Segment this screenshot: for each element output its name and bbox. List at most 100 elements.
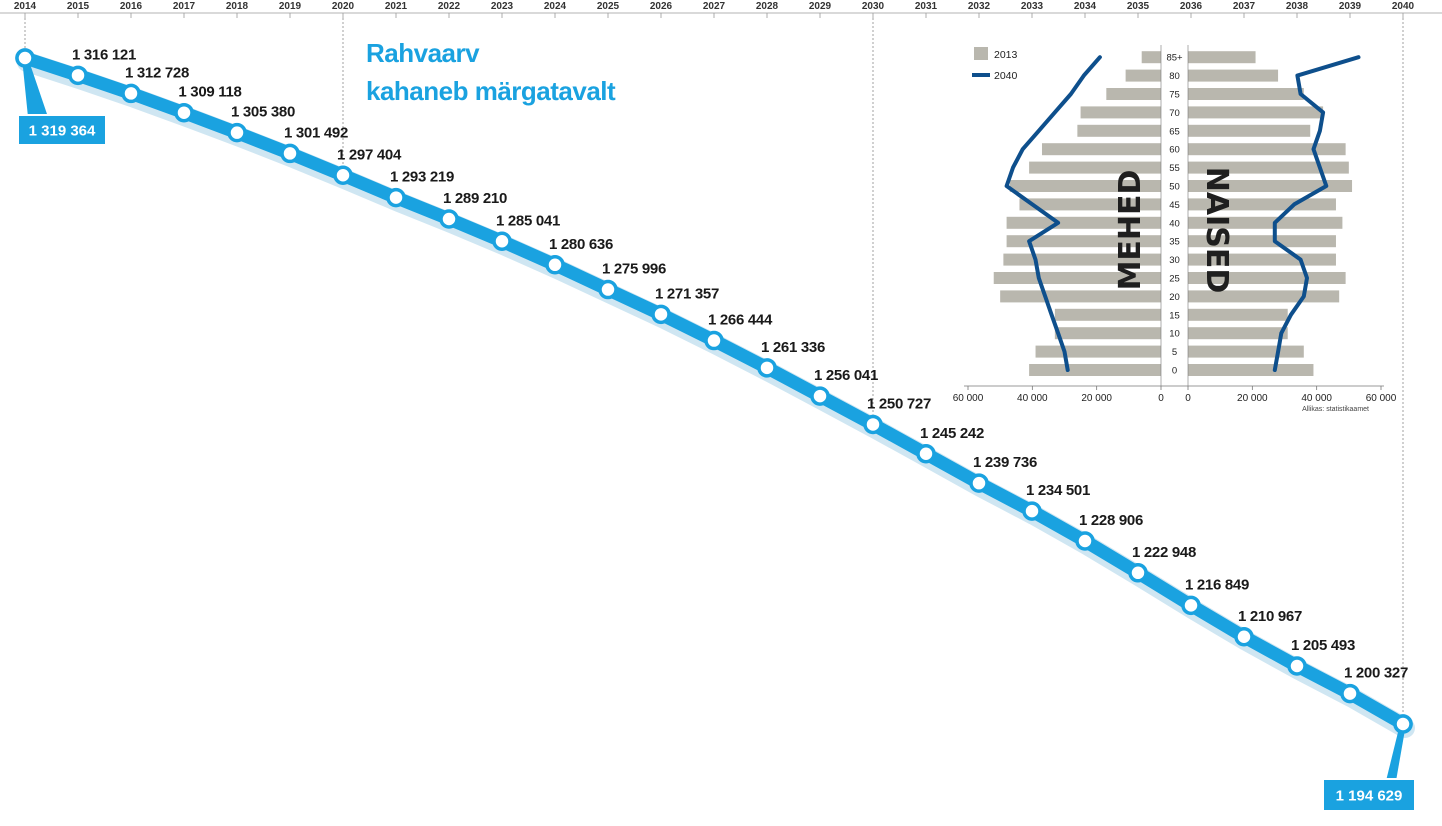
data-point-end bbox=[1393, 714, 1413, 734]
year-label: 2017 bbox=[173, 1, 196, 12]
value-label: 1 216 849 bbox=[1185, 576, 1249, 593]
data-point bbox=[227, 122, 247, 143]
pyramid-bars bbox=[993, 51, 1353, 376]
callout-boxes: 1 319 364 1 194 629 bbox=[15, 48, 1416, 812]
value-label: 1 285 041 bbox=[496, 212, 560, 229]
bar-2013-naised bbox=[1188, 327, 1288, 340]
age-label: 45 bbox=[1169, 200, 1180, 211]
pyramid-x-ticks: 60 000 40 000 20 000 0 0 20 000 40 000 60 000 bbox=[953, 45, 1397, 404]
year-label: 2031 bbox=[915, 1, 938, 12]
data-point bbox=[916, 444, 936, 464]
year-label: 2019 bbox=[279, 1, 302, 12]
value-label: 1 275 996 bbox=[602, 261, 666, 278]
data-point bbox=[1234, 627, 1254, 647]
year-label: 2038 bbox=[1286, 1, 1309, 12]
bar-2013-mehed bbox=[1106, 88, 1161, 100]
pyramid-2040-lines bbox=[1004, 55, 1361, 372]
data-point bbox=[598, 279, 618, 300]
age-label: 20 bbox=[1169, 292, 1180, 303]
data-point bbox=[386, 187, 406, 208]
bar-2013-naised bbox=[1188, 88, 1304, 100]
chart-title: Rahvaarv kahaneb märgatavalt bbox=[366, 38, 617, 106]
value-label: 1 312 728 bbox=[125, 64, 189, 81]
age-label: 80 bbox=[1169, 71, 1180, 82]
data-point bbox=[704, 330, 724, 351]
callout-value: 1 194 629 bbox=[1336, 788, 1403, 805]
data-point bbox=[1075, 531, 1095, 551]
value-label: 1 280 636 bbox=[549, 236, 613, 253]
data-point bbox=[1181, 595, 1201, 616]
bar-2013-mehed bbox=[1003, 253, 1161, 266]
age-label: 25 bbox=[1169, 274, 1180, 285]
data-point bbox=[280, 143, 300, 164]
value-label: 1 250 727 bbox=[867, 395, 931, 412]
label-mehed: MEHED bbox=[1113, 170, 1148, 291]
value-label: 1 305 380 bbox=[231, 104, 295, 121]
bar-2013-mehed bbox=[1029, 161, 1161, 174]
data-point bbox=[863, 414, 883, 435]
data-point bbox=[1128, 563, 1148, 583]
year-label: 2023 bbox=[491, 1, 514, 12]
value-label: 1 210 967 bbox=[1238, 608, 1302, 625]
age-label: 15 bbox=[1169, 310, 1180, 321]
bar-2013-mehed bbox=[1080, 106, 1161, 119]
value-label: 1 256 041 bbox=[814, 367, 878, 384]
pyramid-tick-label-right: 0 bbox=[1185, 393, 1191, 404]
year-label: 2030 bbox=[862, 1, 885, 12]
year-label: 2026 bbox=[650, 1, 673, 12]
population-pyramid: 2013 2040 0 5 10 15 20 25 30 35 40 45 50 55 60 65 70 75… bbox=[953, 45, 1397, 413]
year-label: 2014 bbox=[14, 1, 37, 12]
year-label: 2016 bbox=[120, 1, 143, 12]
value-label: 1 266 444 bbox=[708, 312, 773, 329]
age-label: 75 bbox=[1169, 90, 1180, 101]
legend-label-2013: 2013 bbox=[994, 49, 1018, 61]
year-label: 2039 bbox=[1339, 1, 1362, 12]
bar-2013-naised bbox=[1188, 124, 1311, 137]
year-label: 2027 bbox=[703, 1, 726, 12]
data-point bbox=[969, 473, 989, 493]
year-label: 2020 bbox=[332, 1, 355, 12]
value-label: 1 301 492 bbox=[284, 124, 348, 141]
age-label: 60 bbox=[1169, 145, 1180, 156]
bar-2013-naised bbox=[1188, 235, 1336, 248]
data-point bbox=[757, 358, 777, 378]
data-point bbox=[1022, 501, 1042, 521]
callout-pointer bbox=[1386, 724, 1406, 781]
data-point bbox=[810, 386, 830, 406]
label-naised: NAISED bbox=[1199, 167, 1234, 294]
value-label: 1 228 906 bbox=[1079, 512, 1143, 529]
year-label: 2029 bbox=[809, 1, 832, 12]
bar-2013-mehed bbox=[1041, 143, 1161, 156]
value-label: 1 289 210 bbox=[443, 190, 507, 207]
year-label: 2032 bbox=[968, 1, 991, 12]
pyramid-tick-label-right: 60 000 bbox=[1366, 393, 1397, 404]
year-label: 2028 bbox=[756, 1, 779, 12]
data-point bbox=[1340, 683, 1360, 704]
bar-2013-naised bbox=[1188, 216, 1343, 229]
bar-2013-mehed bbox=[1035, 345, 1161, 358]
pyramid-legend: 2013 2040 bbox=[972, 47, 1018, 82]
bar-2013-naised bbox=[1188, 143, 1346, 156]
callout-pointer bbox=[22, 58, 48, 117]
data-point bbox=[1287, 656, 1307, 676]
age-label: 40 bbox=[1169, 218, 1180, 229]
data-point bbox=[439, 209, 459, 229]
age-label: 85+ bbox=[1166, 53, 1183, 64]
year-label: 2025 bbox=[597, 1, 620, 12]
year-axis: 2014 2015 2016 2017 2018 2019 2020 2021 2022 2023… bbox=[0, 1, 1442, 18]
age-label: 65 bbox=[1169, 126, 1180, 137]
age-label: 35 bbox=[1169, 237, 1180, 248]
bar-2013-mehed bbox=[1006, 235, 1161, 248]
data-point-end bbox=[15, 48, 35, 68]
age-label: 70 bbox=[1169, 108, 1180, 119]
callout-box bbox=[17, 114, 107, 146]
pyramid-age-labels: 0 5 10 15 20 25 30 35 40 45 50 55 60 65 70 75 80 85+ bbox=[1166, 53, 1183, 377]
pyramid-tick-label-right: 20 000 bbox=[1237, 393, 1268, 404]
year-label: 2035 bbox=[1127, 1, 1150, 12]
bar-2013-mehed bbox=[1054, 308, 1161, 321]
bar-2013-mehed bbox=[1009, 180, 1161, 192]
bar-2013-mehed bbox=[1054, 327, 1161, 340]
value-label: 1 309 118 bbox=[178, 84, 241, 101]
year-label: 2034 bbox=[1074, 1, 1097, 12]
